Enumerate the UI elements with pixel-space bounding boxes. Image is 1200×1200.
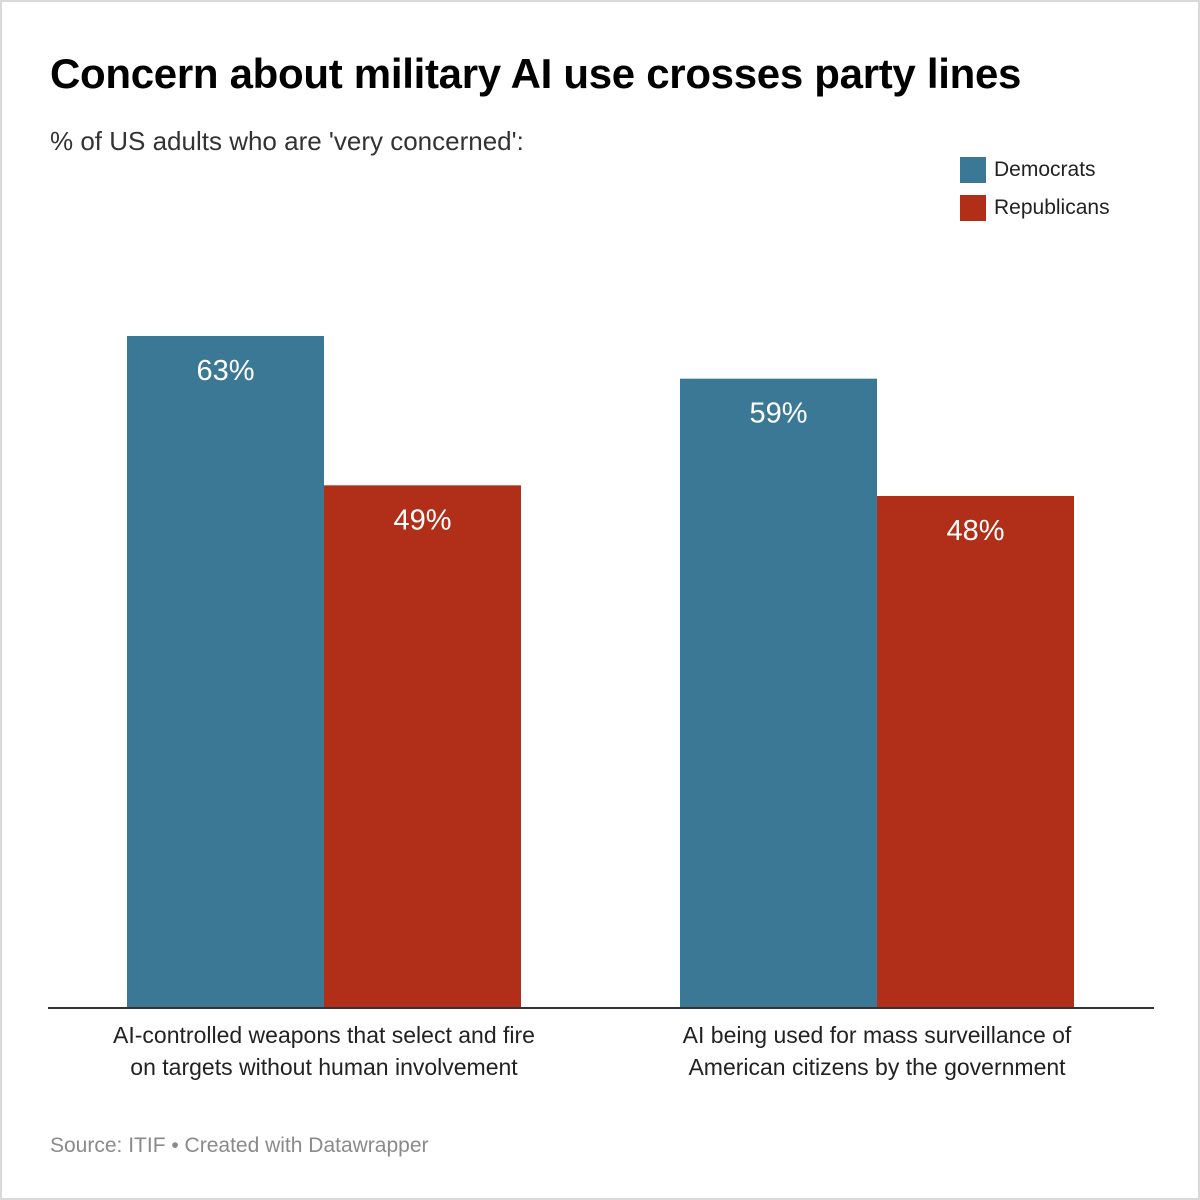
bar-republicans-2 — [877, 496, 1074, 1008]
legend-label-republicans: Republicans — [994, 196, 1110, 219]
legend-swatch-democrats — [960, 157, 986, 183]
legend-swatch-republicans — [960, 195, 986, 221]
data-label-democrats-2: 59% — [749, 398, 807, 430]
legend-item-republicans: Republicans — [960, 194, 1110, 222]
chart-title: Concern about military AI use crosses pa… — [50, 50, 1022, 97]
legend-item-democrats: Democrats — [960, 156, 1110, 184]
data-label-democrats-1: 63% — [196, 355, 254, 387]
bar-democrats-1 — [127, 336, 324, 1008]
category-label-2: AI being used for mass surveillance of Am… — [683, 1022, 1072, 1080]
data-label-republicans-2: 48% — [946, 515, 1004, 547]
chart-subtitle: % of US adults who are 'very concerned': — [50, 126, 524, 156]
source-note: Source: ITIF • Created with Datawrapper — [50, 1134, 429, 1157]
bar-democrats-2 — [680, 378, 877, 1009]
category-label-1: AI-controlled weapons that select and fi… — [113, 1022, 535, 1080]
bar-republicans-1 — [324, 485, 521, 1008]
legend-label-democrats: Democrats — [994, 158, 1096, 181]
legend: Democrats Republicans — [960, 156, 1110, 232]
data-label-republicans-1: 49% — [393, 504, 451, 536]
